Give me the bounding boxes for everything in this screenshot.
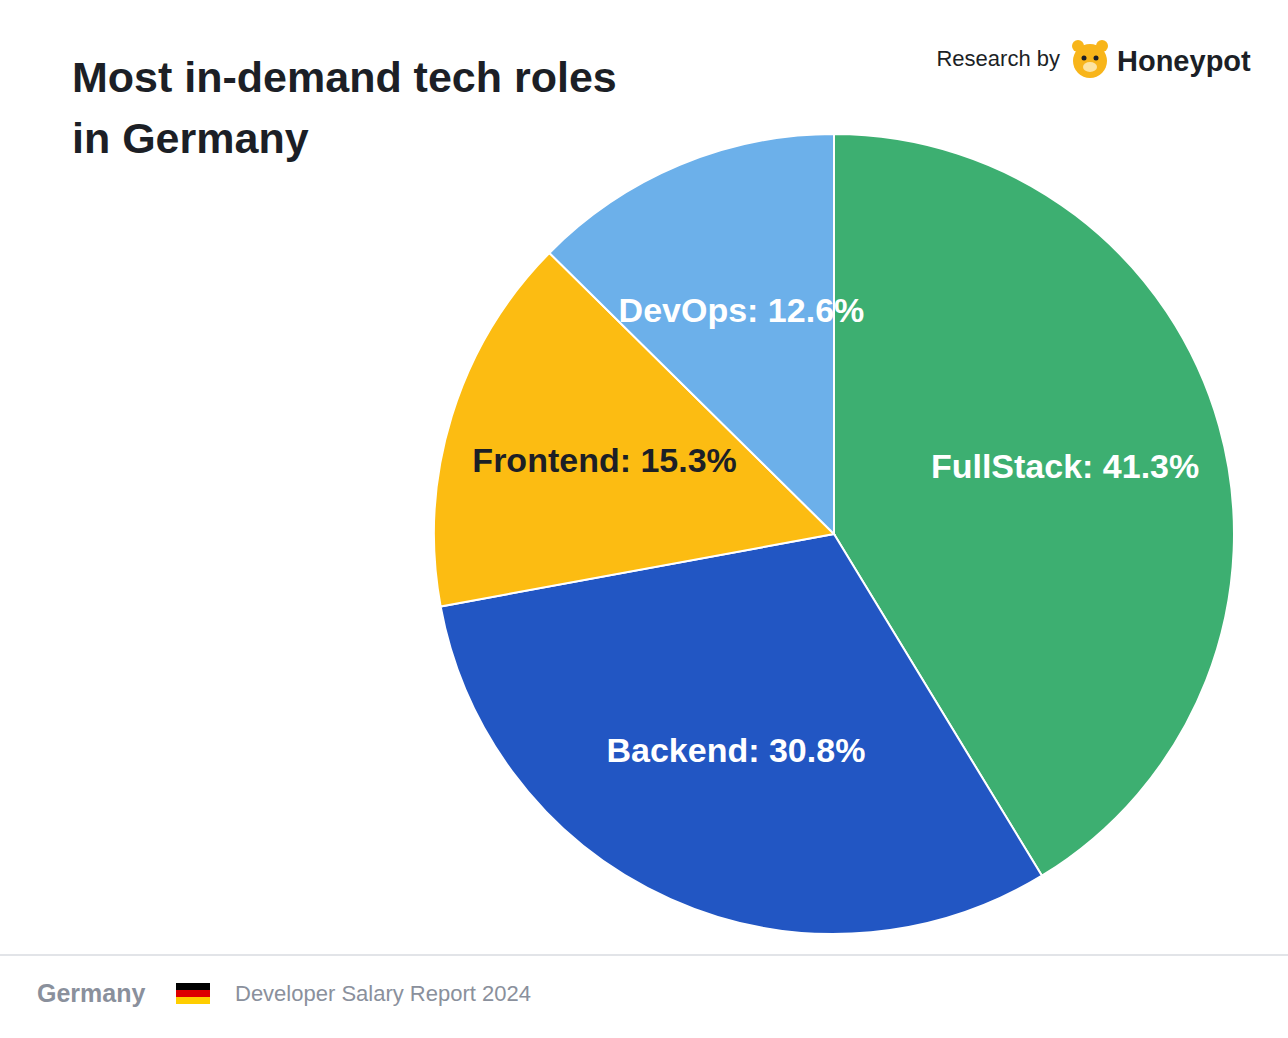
honeypot-logo-icon bbox=[1072, 40, 1108, 78]
flag-stripe bbox=[176, 990, 210, 997]
logo-ear bbox=[1096, 40, 1108, 52]
chart-title: Most in-demand tech roles in Germany bbox=[72, 53, 617, 162]
footer-country: Germany bbox=[37, 979, 145, 1007]
logo-eye bbox=[1082, 56, 1087, 61]
data-label: Backend: 30.8% bbox=[606, 731, 865, 769]
logo-snout bbox=[1083, 62, 1097, 72]
title-line: in Germany bbox=[72, 114, 309, 162]
data-label: FullStack: 41.3% bbox=[931, 447, 1199, 485]
flag-stripe bbox=[176, 983, 210, 990]
logo-ear bbox=[1072, 40, 1084, 52]
flag-stripe bbox=[176, 997, 210, 1004]
data-label: DevOps: 12.6% bbox=[619, 291, 865, 329]
chart-canvas: Most in-demand tech roles in Germany Resea… bbox=[0, 0, 1288, 1038]
research-by: Research by bbox=[936, 46, 1060, 71]
pie-slice bbox=[441, 534, 1042, 934]
footer-report: Developer Salary Report 2024 bbox=[235, 981, 531, 1006]
title-line: Most in-demand tech roles bbox=[72, 53, 617, 101]
german-flag-icon bbox=[176, 983, 210, 1004]
data-label: Frontend: 15.3% bbox=[472, 441, 736, 479]
data-labels: FullStack: 41.3% Backend: 30.8% Frontend: … bbox=[472, 291, 1199, 769]
logo-eye bbox=[1094, 56, 1099, 61]
brand-name: Honeypot bbox=[1117, 45, 1251, 77]
footer-divider bbox=[0, 954, 1288, 956]
pie-slices bbox=[434, 134, 1234, 934]
